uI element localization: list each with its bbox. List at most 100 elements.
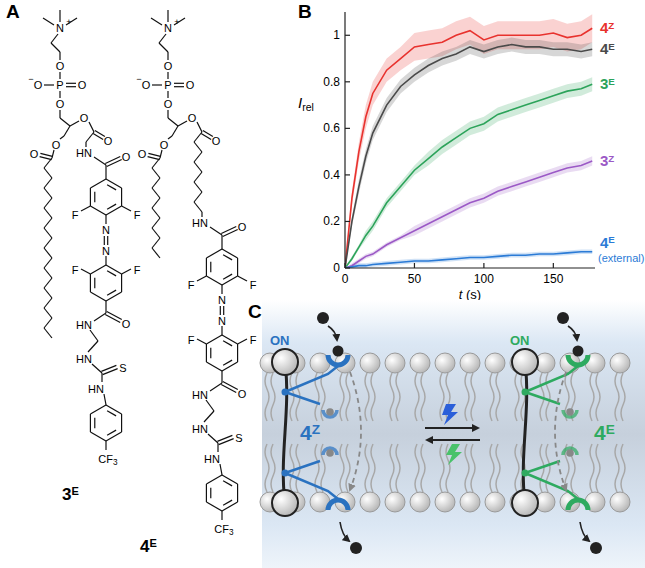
transporter-head (272, 490, 298, 516)
lipid-tail (396, 444, 400, 492)
atom-label: N (56, 22, 64, 34)
error-band (345, 38, 592, 268)
text-sup: E (608, 234, 615, 245)
bond (107, 430, 116, 435)
atom-label: HN (76, 319, 92, 331)
transporter-arm (285, 461, 320, 473)
lipid-head (485, 353, 505, 373)
lipid-tail (390, 373, 394, 421)
atom-label: HN (192, 217, 208, 229)
error-band (345, 77, 592, 268)
lipid-tail (290, 444, 294, 492)
lipid-tail (590, 373, 594, 421)
bond (90, 188, 91, 206)
bond (167, 110, 168, 118)
bond (159, 43, 168, 52)
state-label: ON (270, 333, 290, 348)
anion (590, 542, 602, 554)
bond (221, 326, 222, 335)
transporter-arm (525, 461, 560, 473)
atom-label: HN (204, 453, 220, 465)
bond (151, 18, 162, 25)
transporter (272, 312, 362, 554)
transporter-arm (285, 473, 338, 499)
transporter-arm (525, 366, 578, 392)
bond (210, 348, 211, 358)
atom-label: CF3 (214, 523, 234, 537)
bond (105, 441, 106, 450)
y-tick-label: 0.4 (323, 168, 340, 182)
atom-label: O (164, 98, 173, 110)
bond (107, 411, 116, 416)
bond (44, 298, 52, 308)
bond (106, 179, 122, 188)
atom-label: + (174, 17, 179, 27)
bond (121, 274, 122, 292)
lipid-head (410, 492, 430, 512)
bond (51, 43, 60, 52)
text-sup: Z (608, 153, 614, 164)
atom-label: HN (192, 423, 208, 435)
bond (168, 118, 178, 126)
bond (89, 122, 94, 132)
lipid-head (360, 353, 380, 373)
lipid-tail (496, 444, 500, 492)
y-tick (345, 174, 350, 175)
x-axis-label: t (s) (459, 287, 481, 302)
x-tick (344, 263, 345, 268)
bond (206, 258, 207, 276)
bond (44, 218, 52, 228)
bond (44, 248, 52, 258)
dashed-arrow (350, 372, 361, 490)
bond (223, 360, 232, 365)
x-tick-label: 100 (474, 272, 494, 286)
lipid-tail (415, 373, 419, 421)
lipid-tail (340, 444, 344, 492)
lipid-tail (421, 444, 425, 492)
atom-label: O (52, 139, 61, 151)
bond (70, 121, 79, 126)
lipid-tail (290, 373, 294, 421)
x-axis (345, 267, 595, 268)
bond (152, 84, 162, 85)
text-main: 3 (600, 75, 608, 92)
bond (64, 126, 70, 136)
bond (94, 418, 95, 428)
atom-label: O (238, 388, 247, 400)
bond (221, 511, 222, 520)
bond (194, 172, 202, 182)
bond (90, 274, 91, 292)
bond (44, 288, 52, 298)
bond (107, 312, 122, 320)
bond (206, 335, 222, 344)
arm-node (522, 470, 529, 477)
text-sup: Z (312, 422, 320, 437)
bond (44, 318, 52, 328)
lipid-tail (621, 373, 625, 421)
bond (94, 313, 106, 321)
bond (107, 204, 116, 209)
lipid-tail (371, 444, 375, 492)
atom-label: F (72, 209, 79, 221)
bond (194, 142, 202, 152)
bond (172, 126, 178, 136)
atom-label: HN (76, 353, 92, 365)
bond (105, 215, 106, 224)
error-band (345, 249, 592, 268)
dashed-arrow (555, 372, 566, 490)
bond (206, 276, 222, 285)
panel-label: A (6, 1, 20, 22)
lipid-tail (496, 373, 500, 421)
bond (121, 414, 122, 432)
bond (106, 405, 122, 414)
bond (59, 72, 60, 79)
bond (223, 382, 238, 390)
bond (66, 83, 76, 84)
arm-node (282, 470, 289, 477)
bond (194, 152, 202, 162)
structure: N+OPOO−OOOOOHNOFFNNFFOHNHNSHNCF33E (28, 10, 140, 504)
transporter-arm (525, 473, 578, 499)
bond (94, 157, 106, 165)
lipid-tail (615, 444, 619, 492)
text-sup: Z (608, 20, 614, 31)
